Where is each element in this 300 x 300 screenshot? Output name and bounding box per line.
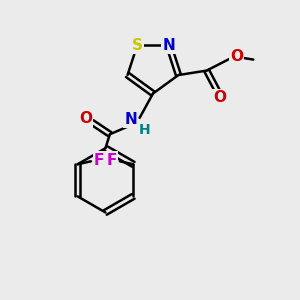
Text: N: N [124, 112, 137, 127]
Text: H: H [139, 123, 151, 137]
Text: O: O [230, 49, 243, 64]
Text: S: S [132, 38, 143, 52]
Text: F: F [94, 153, 104, 168]
Text: N: N [162, 38, 175, 52]
Text: O: O [213, 90, 226, 105]
Text: F: F [106, 153, 117, 168]
Text: O: O [79, 111, 92, 126]
